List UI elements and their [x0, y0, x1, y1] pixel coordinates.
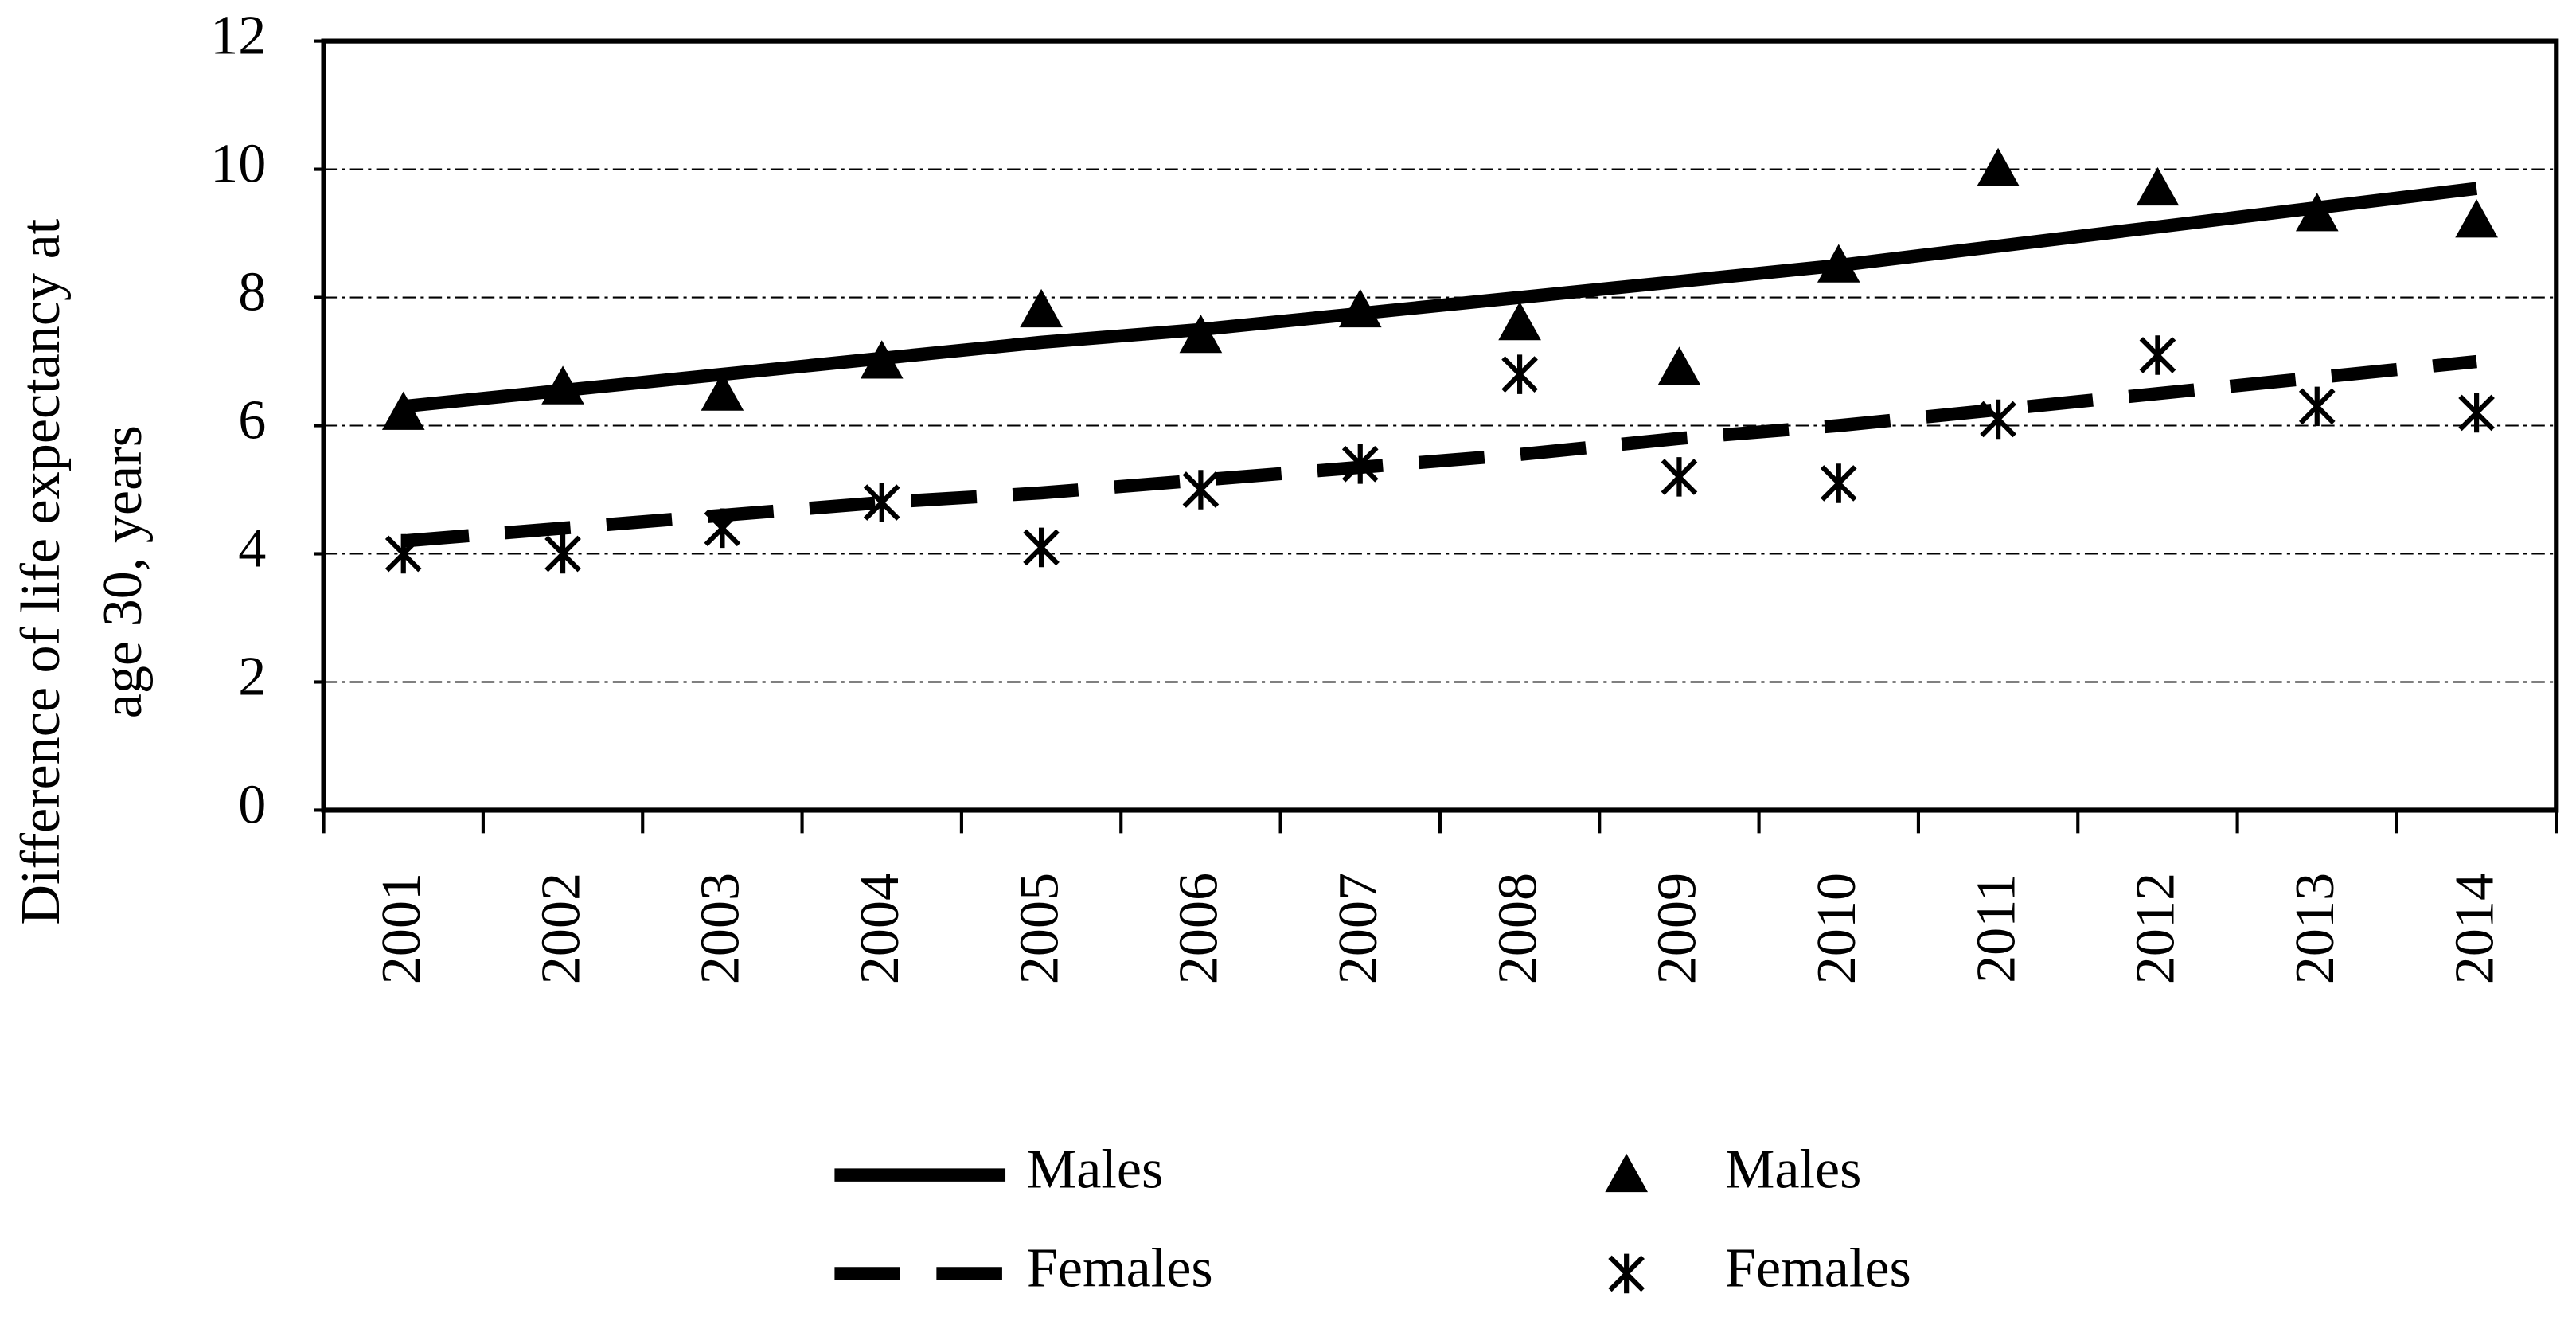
x-tick-label: 2014	[2443, 873, 2505, 984]
triangle-marker	[1977, 147, 2020, 187]
star-marker	[1182, 470, 1220, 510]
star-marker	[1501, 354, 1538, 394]
legend-marker	[1605, 1153, 1648, 1193]
triangle-marker	[1657, 346, 1701, 385]
y-tick-label: 8	[238, 261, 266, 323]
y-tick-label: 12	[210, 5, 266, 67]
x-tick-label: 2003	[689, 873, 751, 984]
y-tick-label: 0	[238, 774, 266, 836]
x-tick-label: 2012	[2125, 873, 2187, 984]
star-marker	[704, 508, 741, 549]
legend-label: Males	[1725, 1139, 1861, 1201]
star-marker	[1820, 463, 1857, 503]
x-tick-label: 2008	[1486, 873, 1548, 984]
x-tick-label: 2002	[529, 873, 591, 984]
y-axis-title: Difference of life expectancy at	[10, 218, 72, 924]
star-marker	[2139, 335, 2176, 375]
y-tick-label: 6	[238, 389, 266, 451]
triangle-marker	[2136, 166, 2180, 206]
triangle-marker	[2455, 199, 2498, 238]
x-tick-label: 2004	[849, 873, 911, 984]
y-tick-label: 4	[238, 518, 266, 580]
star-marker	[544, 533, 581, 574]
triangle-marker	[1338, 288, 1382, 328]
star-marker	[1341, 444, 1379, 484]
star-marker	[1661, 457, 1698, 497]
legend-label: Females	[1725, 1237, 1911, 1300]
y-tick-label: 2	[238, 646, 266, 708]
legend-marker	[1608, 1253, 1645, 1294]
legend-label: Males	[1027, 1139, 1163, 1201]
x-tick-label: 2010	[1805, 873, 1868, 984]
chart-body: 0 2 4 6 8 10 12 2001 2002 2003 2004 2005 2006 2007 200…	[10, 5, 2559, 1300]
star-marker	[384, 533, 422, 574]
triangle-marker	[701, 372, 744, 411]
x-tick-label: 2001	[370, 873, 432, 984]
x-tick-label: 2013	[2284, 873, 2346, 984]
x-tick-label: 2006	[1168, 873, 1230, 984]
star-marker	[1980, 399, 2016, 440]
trend-line	[402, 182, 2478, 413]
y-axis-title: age 30, years	[92, 425, 154, 718]
triangle-marker	[381, 391, 425, 430]
x-tick-label: 2005	[1008, 873, 1070, 984]
triangle-marker	[1817, 244, 1860, 283]
x-tick-label: 2009	[1646, 873, 1708, 984]
x-tick-label: 2007	[1327, 873, 1389, 984]
legend-label: Females	[1027, 1237, 1213, 1300]
triangle-marker	[1179, 315, 1223, 354]
star-marker	[2298, 386, 2336, 427]
triangle-marker	[541, 365, 584, 405]
triangle-marker	[1020, 288, 1063, 328]
trend-line	[403, 354, 2477, 548]
star-marker	[2458, 393, 2495, 433]
star-marker	[863, 483, 900, 522]
triangle-marker	[1498, 301, 1541, 341]
y-tick-label: 10	[210, 133, 266, 195]
star-marker	[1023, 527, 1060, 568]
triangle-marker	[2295, 193, 2339, 232]
x-tick-label: 2011	[1965, 874, 2027, 983]
triangle-marker	[860, 340, 904, 379]
